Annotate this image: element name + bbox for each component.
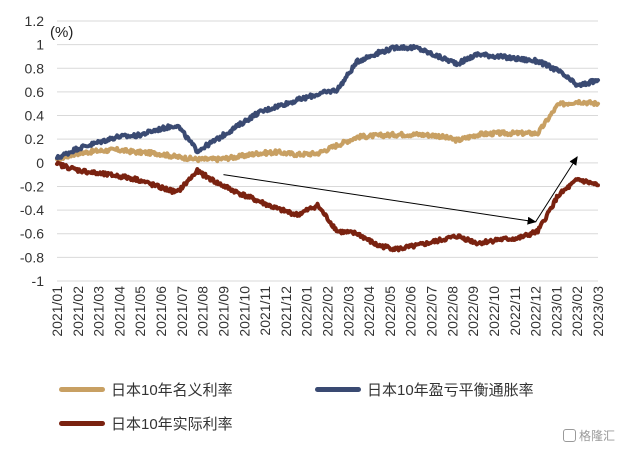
series-line-2 (55, 160, 600, 253)
grid-lines (57, 20, 598, 282)
x-tick-label: 2022/10 (486, 286, 502, 337)
series-line-1 (55, 44, 600, 161)
x-tick-label: 2022/09 (465, 286, 481, 337)
annotation-arrow-0 (223, 174, 537, 225)
y-unit-label: (%) (50, 24, 73, 41)
x-tick-label: 2021/04 (111, 286, 127, 337)
legend-item-breakeven: 日本10年盈亏平衡通胀率 (315, 379, 534, 400)
legend-label-real: 日本10年实际利率 (111, 416, 233, 433)
x-tick-label: 2022/12 (528, 286, 544, 337)
x-tick-label: 2021/08 (195, 286, 211, 337)
x-tick-label: 2022/05 (382, 286, 398, 337)
x-tick-label: 2022/07 (424, 286, 440, 337)
y-tick-label: -0.6 (20, 226, 44, 242)
x-tick-label: 2023/02 (569, 286, 585, 337)
x-tick-label: 2022/06 (403, 286, 419, 337)
x-tick-label: 2022/03 (340, 286, 356, 337)
x-tick-label: 2021/09 (215, 286, 231, 337)
legend-swatch-nominal (59, 387, 105, 392)
y-tick-label: -0.4 (20, 202, 44, 218)
x-tick-label: 2021/02 (70, 286, 86, 337)
watermark-text: 格隆汇 (578, 429, 615, 443)
legend-item-real: 日本10年实际利率 (59, 413, 233, 434)
x-tick-label: 2023/01 (548, 286, 564, 337)
x-tick-label: 2021/11 (257, 286, 273, 336)
x-axis: 2021/01 2021/02 2021/03 2021/04 2021/05 2021/… (49, 286, 606, 337)
trend-annotations (223, 156, 578, 225)
y-tick-label: 0.4 (25, 108, 45, 124)
annotation-arrow-1 (535, 156, 578, 223)
watermark-logo-icon (562, 429, 576, 442)
legend-swatch-breakeven (315, 387, 361, 392)
x-tick-label: 2021/12 (278, 286, 294, 337)
x-tick-label: 2022/02 (320, 286, 336, 337)
y-axis: 1.2 1 0.8 0.6 0.4 0.2 0 -0.2 -0.4 -0.6 -0.8 -1 (20, 13, 44, 289)
series-line-0 (55, 98, 600, 164)
x-tick-label: 2023/03 (590, 286, 606, 337)
x-tick-label: 2021/01 (49, 286, 65, 337)
y-tick-label: 1 (36, 37, 44, 53)
y-tick-label: -0.8 (20, 249, 44, 265)
y-tick-label: 0.2 (25, 131, 45, 147)
y-tick-label: -1 (32, 273, 45, 289)
legend-swatch-real (59, 421, 105, 426)
y-tick-label: 0.8 (25, 60, 45, 76)
x-tick-label: 2022/01 (299, 286, 315, 337)
legend-label-breakeven: 日本10年盈亏平衡通胀率 (367, 382, 534, 399)
x-tick-label: 2021/10 (236, 286, 252, 337)
x-tick-label: 2021/05 (132, 286, 148, 337)
y-tick-label: 0.6 (25, 84, 45, 100)
x-tick-label: 2022/11 (507, 286, 523, 336)
x-tick-label: 2022/08 (444, 286, 460, 337)
series-lines (55, 44, 600, 253)
x-tick-label: 2021/03 (91, 286, 107, 337)
legend-item-nominal: 日本10年名义利率 (59, 379, 233, 400)
y-tick-label: 0 (36, 155, 44, 171)
y-tick-label: 1.2 (25, 13, 45, 29)
watermark: 格隆汇 (562, 427, 615, 444)
x-tick-label: 2021/07 (174, 286, 190, 337)
x-tick-label: 2021/06 (153, 286, 169, 337)
x-tick-label: 2022/04 (361, 286, 377, 337)
legend-label-nominal: 日本10年名义利率 (111, 382, 233, 399)
y-tick-label: -0.2 (20, 178, 44, 194)
